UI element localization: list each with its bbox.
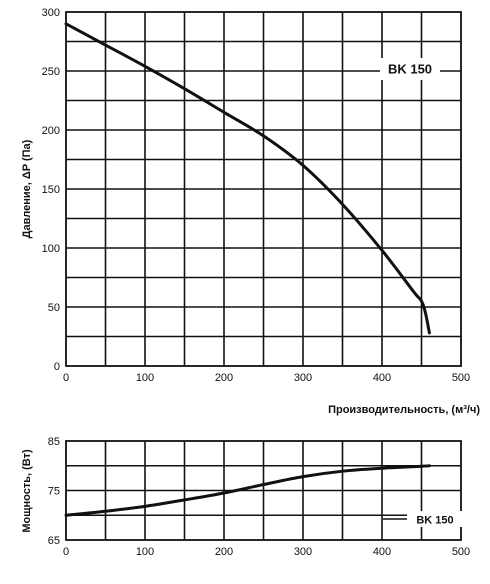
x-tick-label: 500 (452, 546, 470, 558)
plot-frame (65, 440, 462, 541)
y-tick-label: 65 (48, 535, 60, 547)
power-chart-panel: 0 100 200 300 400 500 65 75 85 Мощность, (Вт) BK 1… (21, 436, 470, 558)
x-tick-label: 100 (136, 546, 154, 558)
series-label-bg (407, 511, 463, 527)
series-line (64, 464, 431, 517)
x-tick-label: 200 (215, 372, 233, 384)
y-axis-label: Давление, ΔP (Па) (21, 139, 33, 238)
x-tick-label: 500 (452, 372, 470, 384)
y-tick-label: 75 (48, 486, 60, 498)
x-tick-label: 300 (294, 546, 312, 558)
x-tick-label: 0 (63, 546, 69, 558)
x-tick-label: 200 (215, 546, 233, 558)
y-tick-label: 85 (48, 436, 60, 448)
series-label: BK 150 (416, 515, 453, 527)
series-line (64, 22, 431, 335)
plot-frame (65, 11, 462, 367)
x-tick-label: 100 (136, 372, 154, 384)
x-tick-label: 0 (63, 372, 69, 384)
x-tick-label: 400 (373, 372, 391, 384)
y-tick-label: 200 (42, 125, 60, 137)
series-label-bg (380, 58, 440, 80)
y-tick-label: 50 (48, 302, 60, 314)
pressure-chart-panel: 0 100 200 300 400 500 0 50 100 150 200 250 300 Произв… (21, 7, 480, 416)
y-tick-label: 0 (54, 361, 60, 373)
y-tick-label: 250 (42, 66, 60, 78)
x-tick-label: 300 (294, 372, 312, 384)
x-tick-label: 400 (373, 546, 391, 558)
y-tick-label: 150 (42, 184, 60, 196)
series-label: BK 150 (388, 62, 432, 77)
x-axis-label: Производительность, (м³/ч) (328, 404, 480, 416)
y-axis-label: Мощность, (Вт) (21, 449, 33, 533)
y-tick-label: 300 (42, 7, 60, 19)
y-tick-label: 100 (42, 243, 60, 255)
